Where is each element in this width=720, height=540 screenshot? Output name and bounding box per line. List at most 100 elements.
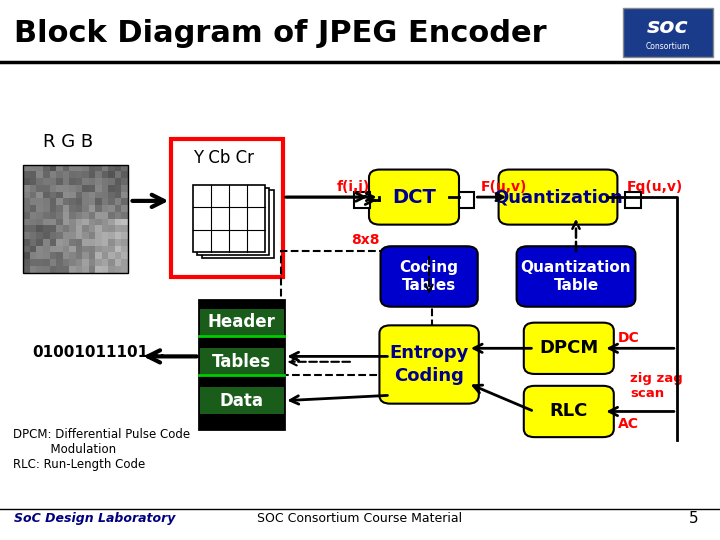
Bar — [114, 219, 121, 226]
Bar — [89, 219, 95, 226]
Bar — [95, 239, 102, 246]
Bar — [121, 219, 128, 226]
Bar — [114, 252, 121, 259]
Bar — [89, 205, 95, 212]
Bar — [82, 252, 89, 259]
Bar — [69, 219, 76, 226]
Text: F(u,v): F(u,v) — [481, 180, 527, 194]
Text: Entropy
Coding: Entropy Coding — [390, 345, 469, 384]
Bar — [69, 226, 76, 232]
Text: Y Cb Cr: Y Cb Cr — [193, 149, 253, 167]
Bar — [43, 172, 50, 178]
Bar — [121, 239, 128, 246]
Bar — [121, 259, 128, 266]
Bar — [89, 239, 95, 246]
Bar — [108, 259, 114, 266]
Bar — [95, 165, 102, 172]
Text: SoC Design Laboratory: SoC Design Laboratory — [14, 512, 176, 525]
Bar — [89, 232, 95, 239]
Bar — [30, 252, 37, 259]
Bar — [50, 172, 56, 178]
Bar — [23, 219, 30, 226]
Bar — [50, 212, 56, 219]
Bar — [121, 165, 128, 172]
FancyBboxPatch shape — [498, 170, 618, 225]
Text: SOC Consortium Course Material: SOC Consortium Course Material — [258, 512, 462, 525]
Bar — [23, 165, 128, 273]
Bar — [50, 198, 56, 205]
Bar — [200, 387, 284, 414]
Bar — [50, 239, 56, 246]
Text: zig zag
scan: zig zag scan — [630, 372, 683, 400]
Bar — [114, 205, 121, 212]
Text: Tables: Tables — [212, 353, 271, 371]
Bar — [56, 246, 63, 252]
Bar — [200, 309, 284, 336]
Bar — [43, 198, 50, 205]
Bar — [121, 232, 128, 239]
Bar — [43, 252, 50, 259]
Bar — [23, 212, 30, 219]
Bar — [114, 232, 121, 239]
Bar — [37, 239, 43, 246]
Bar — [50, 165, 56, 172]
Bar — [76, 172, 82, 178]
Bar — [82, 226, 89, 232]
Bar — [23, 259, 30, 266]
Bar — [121, 178, 128, 185]
Bar — [69, 192, 76, 198]
Bar — [30, 185, 37, 192]
Bar — [89, 172, 95, 178]
Bar — [76, 252, 82, 259]
Bar — [30, 232, 37, 239]
Bar — [76, 239, 82, 246]
Bar — [200, 348, 284, 375]
Bar — [108, 192, 114, 198]
Bar — [171, 139, 282, 276]
Bar — [37, 226, 43, 232]
Text: soc: soc — [647, 17, 688, 37]
Text: Coding
Tables: Coding Tables — [400, 260, 459, 293]
Bar — [50, 252, 56, 259]
Bar — [23, 172, 30, 178]
Bar — [102, 252, 108, 259]
Bar — [37, 246, 43, 252]
Bar — [121, 246, 128, 252]
Bar — [108, 266, 114, 273]
Bar — [37, 266, 43, 273]
Bar — [37, 165, 43, 172]
Bar — [23, 165, 30, 172]
FancyBboxPatch shape — [524, 322, 614, 374]
Bar — [95, 198, 102, 205]
Bar — [95, 185, 102, 192]
Bar — [82, 232, 89, 239]
Bar — [43, 239, 50, 246]
Bar — [114, 246, 121, 252]
Bar — [43, 205, 50, 212]
Bar — [95, 178, 102, 185]
Text: R G B: R G B — [43, 133, 94, 151]
Bar — [37, 178, 43, 185]
Bar — [43, 232, 50, 239]
Bar — [63, 178, 69, 185]
Bar — [37, 232, 43, 239]
Bar — [82, 212, 89, 219]
FancyBboxPatch shape — [524, 386, 614, 437]
Bar — [114, 192, 121, 198]
Bar — [69, 185, 76, 192]
Bar — [23, 232, 30, 239]
Bar — [43, 259, 50, 266]
Bar — [30, 212, 37, 219]
Text: Block Diagram of JPEG Encoder: Block Diagram of JPEG Encoder — [14, 19, 547, 48]
Bar — [121, 212, 128, 219]
Bar — [37, 212, 43, 219]
Bar — [69, 198, 76, 205]
Bar — [76, 212, 82, 219]
Bar — [50, 266, 56, 273]
Bar — [108, 172, 114, 178]
Bar — [30, 246, 37, 252]
Bar — [30, 266, 37, 273]
Bar — [69, 178, 76, 185]
Bar — [63, 165, 69, 172]
Bar — [82, 192, 89, 198]
